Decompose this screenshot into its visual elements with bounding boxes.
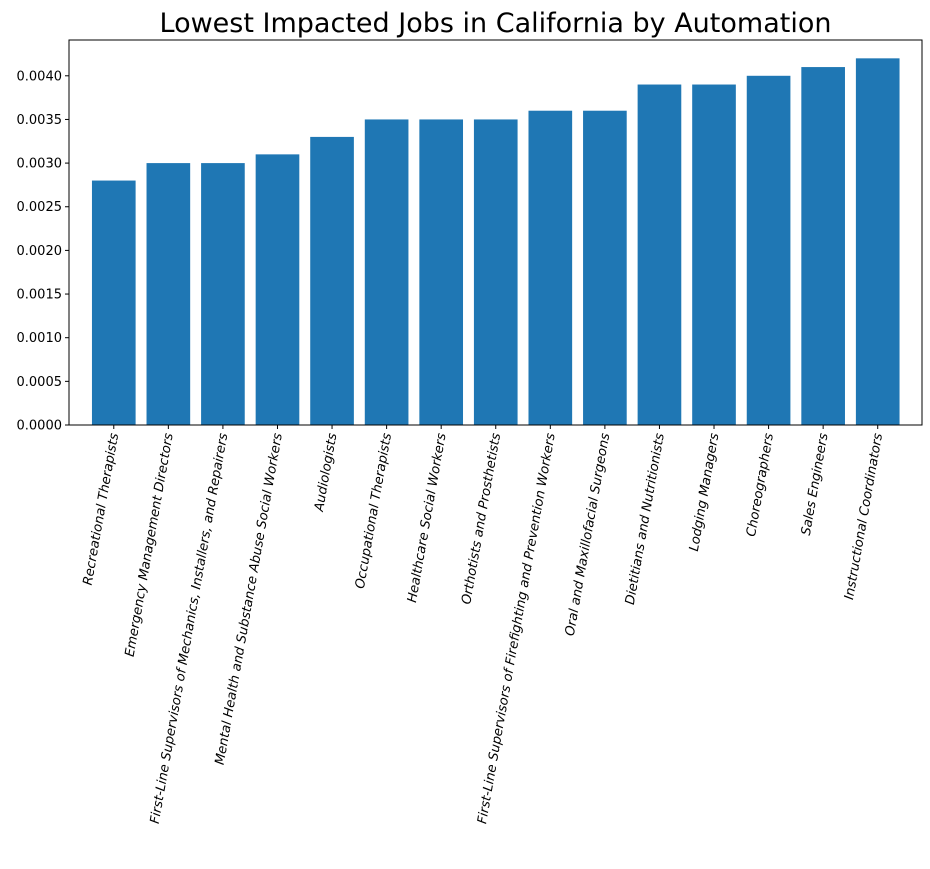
x-tick-label: Mental Health and Substance Abuse Social… bbox=[213, 432, 286, 766]
bar bbox=[692, 84, 736, 426]
x-tick-label: Dietitians and Nutritionists bbox=[623, 432, 668, 606]
bar bbox=[637, 84, 682, 426]
y-tick-label: 0.0015 bbox=[17, 288, 63, 303]
bars-group bbox=[91, 58, 900, 426]
bar bbox=[364, 119, 409, 425]
bar bbox=[255, 154, 300, 425]
bar bbox=[528, 110, 573, 425]
y-tick-label: 0.0005 bbox=[17, 375, 63, 390]
x-tick-label: Orthotists and Prosthetists bbox=[459, 432, 504, 606]
x-tick-label: Audiologists bbox=[312, 432, 341, 514]
y-tick-label: 0.0025 bbox=[17, 200, 63, 215]
y-tick-label: 0.0020 bbox=[17, 244, 63, 259]
y-tick-label: 0.0030 bbox=[17, 157, 63, 172]
x-tick-label: Sales Engineers bbox=[799, 432, 832, 537]
x-tick-label: Instructional Coordinators bbox=[842, 432, 886, 601]
x-tick-label: Choreographers bbox=[744, 432, 777, 538]
plot-area-frame bbox=[68, 39, 923, 426]
bar bbox=[801, 67, 845, 426]
x-tick-label: Emergency Management Directors bbox=[123, 432, 177, 658]
y-tick-label: 0.0010 bbox=[17, 331, 63, 346]
bar bbox=[310, 136, 354, 425]
bar bbox=[146, 163, 191, 425]
y-tick-label: 0.0000 bbox=[17, 419, 63, 434]
bar bbox=[855, 58, 900, 425]
y-tick-label: 0.0035 bbox=[17, 113, 63, 128]
x-tick-label: Lodging Managers bbox=[687, 432, 723, 553]
x-tick-label: Oral and Maxillofacial Surgeons bbox=[563, 432, 614, 637]
bar bbox=[473, 119, 518, 425]
x-tick-label: Occupational Therapists bbox=[353, 432, 395, 590]
x-tick-label: Recreational Therapists bbox=[81, 432, 123, 587]
x-axis: Recreational Therapists Emergency Managem… bbox=[81, 425, 886, 825]
chart-title: Lowest Impacted Jobs in California by Au… bbox=[160, 8, 832, 39]
x-tick-label: Healthcare Social Workers bbox=[405, 432, 450, 604]
bar bbox=[746, 75, 791, 426]
bar bbox=[201, 163, 245, 425]
y-axis: 0.0000 0.0005 0.0010 0.0015 0.0020 0.0025 0.00… bbox=[17, 69, 69, 434]
bar bbox=[91, 180, 136, 425]
bar bbox=[583, 110, 627, 425]
bar bbox=[419, 119, 464, 425]
y-tick-label: 0.0040 bbox=[17, 69, 63, 84]
